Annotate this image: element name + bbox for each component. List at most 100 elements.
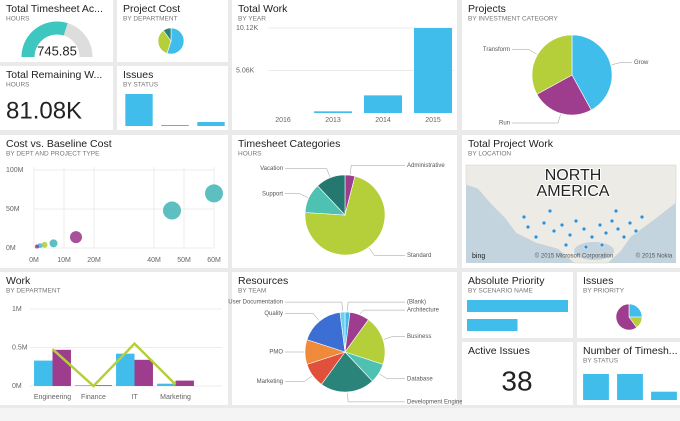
y-tick-label: 100M: [6, 167, 24, 174]
kpi-value: 38: [501, 365, 532, 396]
bar: [314, 111, 352, 113]
pie-slice: [304, 175, 386, 256]
tile-title: Cost vs. Baseline Cost: [6, 138, 112, 150]
pie-slice: [157, 30, 172, 54]
y-tick-label: 10.12K: [236, 25, 259, 32]
location-dot: [589, 234, 595, 240]
leader-line: [347, 301, 405, 312]
pie-slice: [339, 311, 346, 353]
x-tick-label: 50M: [177, 257, 191, 264]
bubble: [163, 201, 181, 220]
gauge-value: 745.85: [37, 43, 77, 58]
pie-label: Run: [499, 121, 510, 127]
pie-label: Marketing: [257, 379, 283, 385]
location-dot: [613, 208, 619, 214]
pie-label: PMO: [269, 350, 283, 356]
tile-subtitle: HOURS: [6, 16, 30, 23]
leader-line: [349, 165, 405, 175]
tile-subtitle: BY YEAR: [238, 16, 266, 23]
leader-line: [379, 373, 405, 380]
bar: [75, 385, 94, 386]
leader-line: [383, 336, 405, 340]
tile-title: Active Issues: [468, 345, 530, 357]
bar: [161, 125, 189, 126]
tile-title: Total Remaining W...: [6, 69, 102, 81]
x-tick-label: Marketing: [160, 394, 191, 401]
y-tick-label: 1M: [12, 306, 22, 313]
location-dot: [609, 218, 615, 224]
tile: Number of Timesh...BY STATUS: [577, 342, 680, 405]
pie-slice: [306, 311, 346, 353]
leader-line: [368, 248, 405, 256]
tile-subtitle: BY DEPARTMENT: [123, 16, 178, 23]
bar: [364, 95, 402, 113]
leader-line: [285, 375, 312, 382]
pie-label: Standard: [407, 253, 431, 259]
pie-label: Transform: [483, 47, 510, 53]
tile-title: Total Timesheet Ac...: [6, 3, 103, 15]
pie-label: Architecture: [407, 308, 440, 314]
pie-label: User Documentation: [228, 300, 283, 306]
x-tick-label: 20M: [87, 257, 101, 264]
tile-title: Project Cost: [123, 3, 180, 15]
location-dot: [525, 224, 531, 230]
location-dot: [597, 222, 603, 228]
tile-title: Work: [6, 275, 31, 287]
x-tick-label: 2014: [375, 117, 391, 124]
leader-line: [611, 62, 632, 66]
kpi-value: 81.08K: [6, 97, 82, 124]
pie-slice: [344, 319, 386, 365]
tile-title: Issues: [583, 275, 613, 287]
tile-subtitle: BY PRIORITY: [583, 288, 625, 295]
tile: Total Remaining W...HOURS 81.08K: [0, 66, 113, 130]
location-dot: [559, 222, 565, 228]
location-dot: [541, 220, 547, 226]
x-tick-label: IT: [131, 394, 138, 401]
leader-line: [285, 193, 309, 198]
bar: [157, 383, 176, 386]
bar: [116, 353, 135, 386]
pie-label: Business: [407, 334, 431, 340]
leader-line: [512, 49, 537, 55]
bar: [617, 374, 643, 400]
tile-subtitle: BY STATUS: [583, 358, 619, 365]
location-dot: [567, 232, 573, 238]
x-tick-label: Engineering: [34, 394, 71, 401]
pie-label: (Blank): [407, 300, 426, 306]
pie-slice: [162, 27, 172, 42]
location-dot: [573, 218, 579, 224]
location-dot: [581, 226, 587, 232]
location-dot: [633, 228, 639, 234]
tile-title: Projects: [468, 3, 506, 15]
leader-line: [512, 114, 561, 124]
bar: [467, 319, 518, 331]
tile-title: Number of Timesh...: [583, 345, 678, 357]
pie-label: Support: [262, 191, 283, 197]
location-dot: [639, 214, 645, 220]
y-tick-label: 50M: [6, 206, 20, 213]
tile-title: Total Project Work: [468, 138, 554, 150]
bubble: [70, 231, 82, 244]
leader-line: [285, 313, 320, 321]
location-dot: [547, 208, 553, 214]
tile-subtitle: BY TEAM: [238, 288, 266, 295]
pie-slice: [571, 34, 613, 111]
map-region-label: AMERICA: [537, 183, 610, 200]
pie-label: Database: [407, 376, 433, 382]
map-credit: © 2015 Microsoft Corporation: [535, 253, 613, 260]
tile-background: [0, 66, 113, 130]
y-tick-label: 0M: [12, 383, 22, 390]
tile-background: [462, 342, 573, 405]
pie-slice: [321, 351, 373, 393]
bar: [651, 391, 677, 400]
tile-subtitle: BY STATUS: [123, 82, 159, 89]
x-tick-label: Finance: [81, 394, 106, 401]
